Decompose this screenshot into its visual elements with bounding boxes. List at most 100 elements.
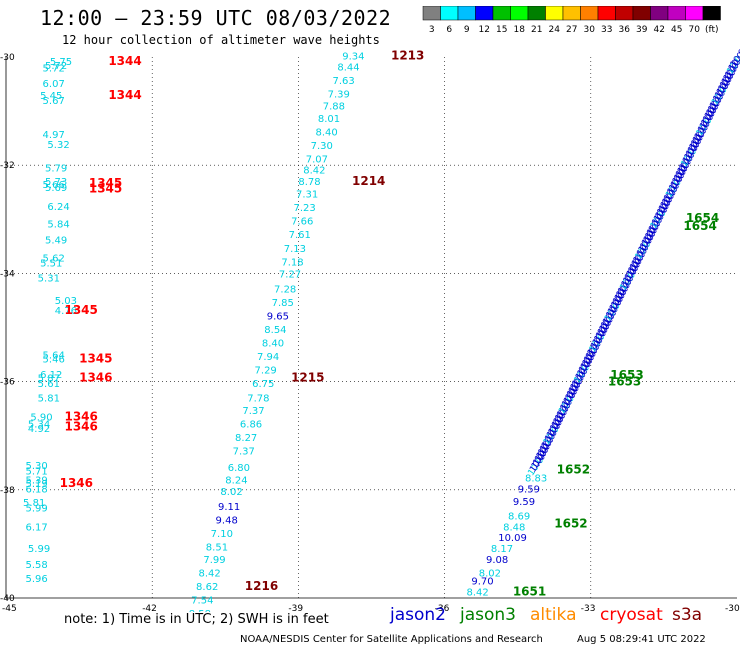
pass-time-label: 1652 (554, 517, 587, 531)
wave-height-value: 8.01 (318, 114, 340, 125)
dense-track-band: 10.010.010.010.010.010.010.010.010.010.0… (527, 47, 740, 478)
wave-height-value: 7.85 (272, 298, 294, 309)
wave-height-value: 5.75 (50, 57, 72, 68)
wave-height-value: 6.17 (25, 522, 47, 533)
pass-time-label: 1346 (60, 476, 93, 490)
satellite-label-cryosat: cryosat (600, 605, 663, 625)
wave-height-value: 8.42 (198, 568, 220, 579)
wave-height-value: 8.40 (262, 338, 284, 349)
legend-label: 3 (429, 25, 435, 35)
wave-height-value: 5.73 (45, 177, 67, 188)
wave-height-value: 9.65 (267, 311, 289, 322)
legend-label: 33 (601, 25, 612, 35)
wave-height-value: 6.07 (43, 79, 65, 90)
credit-text: NOAA/NESDIS Center for Satellite Applica… (240, 634, 543, 645)
wave-height-value: 7.10 (211, 529, 233, 540)
wave-height-value: 7.61 (289, 230, 311, 241)
wave-height-value: 10.09 (498, 533, 527, 544)
wave-height-value: 8.42 (303, 165, 325, 176)
wave-height-value: 8.02 (479, 568, 501, 579)
wave-height-value: 8.51 (206, 542, 228, 553)
wave-height-value: 5.87 (38, 374, 60, 385)
page-title: 12:00 – 23:59 UTC 08/03/2022 (40, 6, 392, 30)
wave-height-value: 7.54 (191, 595, 213, 606)
wave-height-value: 5.72 (43, 64, 65, 75)
pass-time-label: 1214 (352, 174, 385, 188)
legend-label: 24 (549, 25, 561, 35)
longitude-tick-label: -30 (725, 604, 740, 612)
pass-time-label: 1652 (557, 463, 590, 477)
wave-height-value: 5.99 (25, 503, 47, 514)
legend-label: 30 (584, 25, 596, 35)
wave-height-value: 8.48 (503, 522, 525, 533)
longitude-tick-label: -45 (2, 604, 17, 612)
wave-height-value: 8.44 (337, 63, 359, 74)
altimeter-wave-map: -45 -42 -39 -36 -33 -30 -30 -32 -34 -36 -38 -40 5.75… (0, 47, 740, 612)
wave-height-value: 8.40 (315, 127, 337, 138)
wave-height-value: 5.67 (43, 96, 65, 107)
wave-height-value: 5.19 (25, 479, 47, 490)
wave-height-value: 6.24 (47, 202, 69, 213)
wave-height-value: 5.71 (25, 467, 47, 478)
longitude-tick-label: -42 (142, 604, 157, 612)
wave-height-value: 9.70 (471, 576, 493, 587)
wave-height-value: 5.49 (45, 236, 67, 247)
wave-height-value: 7.94 (257, 352, 279, 363)
wave-height-value: 7.78 (247, 394, 269, 405)
satellite-label-jason2: jason2 (390, 605, 446, 625)
latitude-tick-label: -32 (0, 161, 15, 171)
wave-height-value: 5.90 (30, 413, 52, 424)
wave-height-value: 5.99 (28, 544, 50, 555)
latitude-tick-label: -30 (0, 53, 15, 63)
wave-height-value: 7.13 (284, 244, 306, 255)
wave-height-value: 8.42 (467, 587, 489, 598)
wave-height-value: 8.78 (298, 177, 320, 188)
pass-time-label: 1654 (686, 211, 719, 225)
longitude-tick-label: -39 (288, 604, 303, 612)
wave-height-value: 7.88 (323, 101, 345, 112)
latitude-tick-label: -40 (0, 594, 15, 604)
pass-time-label: 1344 (108, 54, 141, 68)
wave-height-value: 7.66 (291, 217, 313, 228)
wave-height-value: 5.39 (25, 475, 47, 486)
wave-height-value: 6.18 (25, 485, 47, 496)
wave-height-value: 5.32 (47, 140, 69, 151)
wave-height-value: 8.27 (235, 433, 257, 444)
dense-track-mark: 10.0 (729, 47, 740, 69)
wave-height-value: 8.02 (220, 487, 242, 498)
wave-height-value: 8.24 (225, 475, 247, 486)
wave-height-value: 8.69 (508, 512, 530, 523)
wave-height-value: 5.66 (43, 180, 65, 191)
wave-height-value: 6.12 (40, 370, 62, 381)
legend-label: 45 (671, 25, 682, 35)
wave-height-value: 5.45 (40, 91, 62, 102)
pass-time-label: 1653 (608, 374, 641, 388)
pass-time-label: 1345 (89, 181, 122, 195)
pass-time-label: 1345 (79, 352, 112, 366)
pass-time-label: 1653 (610, 368, 643, 382)
pass-time-label: 1346 (79, 371, 112, 385)
wave-height-value: 5.79 (45, 164, 67, 175)
legend-label: 21 (531, 25, 542, 35)
pass-time-label: 1216 (245, 579, 278, 593)
wave-height-value: 7.63 (333, 76, 355, 87)
wave-height-value: 7.37 (242, 406, 264, 417)
wave-height-value: 8.54 (264, 325, 286, 336)
wave-height-value: 5.58 (25, 560, 47, 571)
legend-swatch (702, 6, 721, 21)
pass-time-label: 1213 (391, 49, 424, 63)
legend-label: 18 (514, 25, 526, 35)
wave-height-value: 8.83 (525, 474, 547, 485)
pass-time-label: 1345 (89, 176, 122, 190)
pass-time-label: 1345 (64, 303, 97, 317)
note-text: note: 1) Time is in UTC; 2) SWH is in fe… (64, 612, 329, 627)
wave-height-value: 8.17 (491, 544, 513, 555)
latitude-tick-label: -38 (0, 486, 15, 496)
wave-height-value: 9.59 (518, 485, 540, 496)
wave-height-value: 7.18 (281, 257, 303, 268)
pass-time-label: 1344 (108, 88, 141, 102)
wave-height-value: 5.81 (23, 498, 45, 509)
generated-timestamp: Aug 5 08:29:41 UTC 2022 (577, 634, 706, 645)
map-subtitle: 12 hour collection of altimeter wave hei… (62, 33, 380, 47)
wave-height-value: 7.28 (274, 284, 296, 295)
